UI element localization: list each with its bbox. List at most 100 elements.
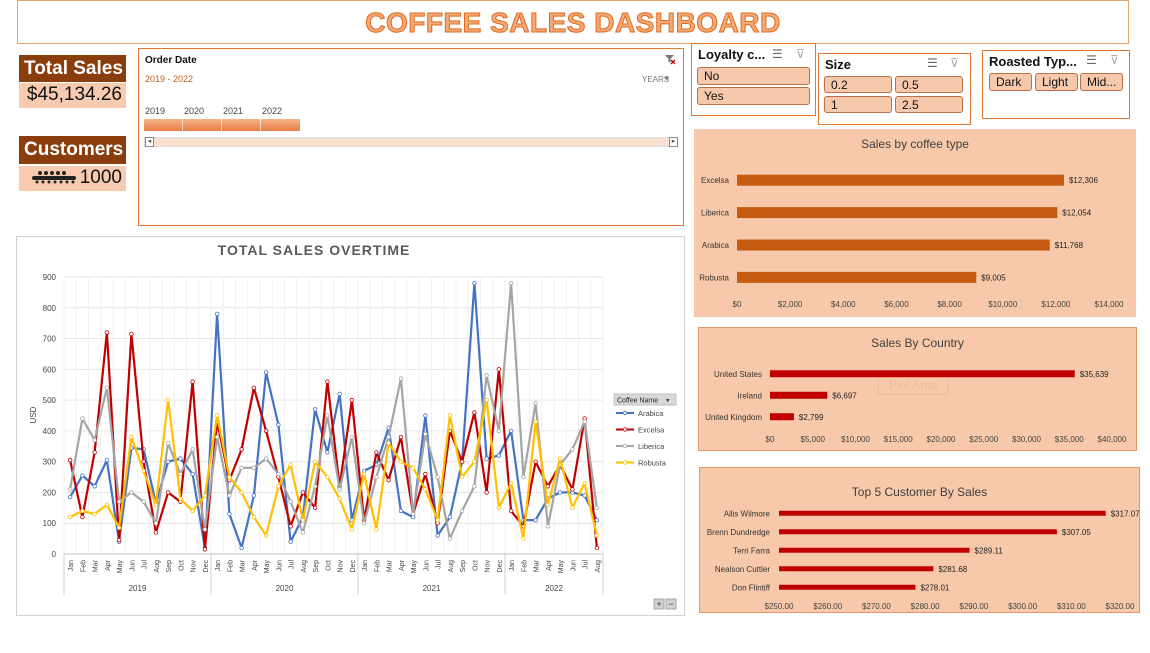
data-point-liberica	[312, 484, 318, 489]
legend-filter-button	[613, 393, 677, 406]
data-point-arabica	[276, 422, 281, 427]
series-line-liberica	[69, 282, 598, 540]
x-tick-label: Apr	[546, 559, 553, 571]
data-point-excelsa	[104, 330, 110, 335]
x-tick-label: $12,000	[1041, 300, 1070, 309]
data-point-robusta	[312, 459, 318, 464]
x-tick-label: Nov	[485, 560, 492, 573]
data-point-liberica	[153, 521, 159, 526]
x-tick-label: Sep	[313, 560, 320, 573]
year-group-label: 2022	[545, 584, 563, 593]
x-tick-label: $2,000	[778, 300, 803, 309]
data-point-robusta	[165, 397, 171, 403]
clear-filter-icon[interactable]	[664, 53, 676, 65]
multi-select-icon[interactable]: ☰	[772, 47, 783, 61]
value-label: $289.11	[975, 546, 1004, 555]
data-point-arabica	[582, 493, 587, 498]
data-point-robusta	[386, 440, 391, 446]
x-tick-label: $25,000	[969, 435, 998, 444]
year-group-label: 2020	[276, 584, 294, 593]
roast-option-dark[interactable]: Dark	[989, 73, 1032, 91]
dashboard-title-box: COFFEE SALES DASHBOARD	[17, 0, 1129, 44]
x-tick-label: Jun	[570, 560, 577, 571]
data-point-liberica	[496, 428, 502, 434]
timeline-scrollbar[interactable]: ◂ ▸	[144, 137, 678, 147]
order-date-timeline[interactable]: Order Date 2019 - 2022 YEARS ▾ 2019 2020…	[138, 48, 684, 226]
x-tick-label: $6,000	[884, 300, 909, 309]
x-tick-label: Apr	[252, 559, 259, 571]
total-sales-value: $45,134.26	[19, 83, 126, 108]
x-tick-label: Aug	[154, 560, 161, 573]
data-point-robusta	[300, 517, 306, 523]
data-point-robusta	[263, 533, 269, 538]
data-point-arabica	[165, 459, 171, 464]
data-point-excelsa	[239, 447, 244, 452]
size-slicer: Size ☰ ⊽ 0.2 0.5 1 2.5	[818, 53, 971, 125]
sales-by-coffee-type-chart[interactable]: Sales by coffee type Excelsa $12,306 Liberi…	[694, 129, 1136, 317]
data-point-arabica	[496, 453, 502, 458]
data-point-arabica	[239, 545, 244, 551]
legend-label-excelsa: Excelsa	[638, 426, 665, 435]
bar	[770, 370, 1075, 378]
multi-select-icon[interactable]: ☰	[927, 56, 938, 70]
size-option-1[interactable]: 1	[824, 96, 892, 113]
expand-button[interactable]	[653, 598, 665, 610]
bar	[779, 566, 934, 572]
data-point-excelsa	[545, 484, 551, 489]
data-point-liberica	[435, 474, 440, 480]
total-sales-overtime-chart[interactable]: TOTAL SALES OVERTIME USD 0 100 200 300 400 500 6…	[16, 236, 685, 616]
data-point-excelsa	[472, 410, 477, 415]
loyalty-option-yes[interactable]: Yes	[697, 87, 810, 105]
data-point-liberica	[276, 471, 281, 477]
size-option-2-5[interactable]: 2.5	[895, 96, 963, 113]
category-label: Terri Farra	[733, 546, 770, 555]
sales-by-country-chart[interactable]: Sales By Country Plot Area United States $3…	[698, 327, 1137, 451]
clear-filter-icon[interactable]: ⊽	[1110, 53, 1119, 67]
data-point-liberica	[374, 474, 379, 480]
data-point-robusta	[92, 511, 97, 517]
bar	[737, 174, 1064, 186]
data-point-excelsa	[190, 379, 195, 384]
collapse-button[interactable]	[665, 598, 677, 610]
data-point-arabica	[214, 311, 220, 317]
data-point-arabica	[533, 517, 538, 523]
y-tick-label: 500	[43, 396, 57, 405]
chevron-down-icon: ▾	[666, 398, 670, 405]
size-option-0-2[interactable]: 0.2	[824, 76, 892, 93]
data-point-robusta	[508, 481, 514, 486]
scroll-left-icon[interactable]: ◂	[145, 137, 154, 147]
data-point-liberica	[165, 440, 171, 446]
x-tick-label: Dec	[497, 560, 504, 573]
data-point-robusta	[472, 459, 477, 464]
roast-option-medium[interactable]: Mid...	[1080, 73, 1123, 91]
data-point-robusta	[202, 493, 208, 498]
roast-option-light[interactable]: Light	[1035, 73, 1078, 91]
x-tick-label: $20,000	[927, 435, 956, 444]
chevron-down-icon[interactable]: ▾	[665, 74, 670, 83]
x-tick-label: Apr	[105, 559, 112, 571]
loyalty-slicer-title: Loyalty c...	[698, 47, 766, 62]
data-point-robusta	[104, 502, 110, 507]
legend-marker	[622, 427, 628, 432]
scroll-right-icon[interactable]: ▸	[669, 137, 678, 147]
timeline-title: Order Date	[145, 55, 197, 66]
size-option-0-5[interactable]: 0.5	[895, 76, 963, 93]
clear-filter-icon[interactable]: ⊽	[950, 56, 959, 70]
timeline-unit[interactable]: YEARS	[642, 75, 670, 84]
timeline-selection-bar[interactable]	[144, 119, 300, 131]
top-customers-chart[interactable]: Top 5 Customer By Sales Allis Wilmore $317…	[699, 467, 1140, 613]
y-tick-label: 600	[43, 365, 57, 374]
clear-filter-icon[interactable]: ⊽	[796, 47, 805, 61]
value-label: $281.68	[938, 565, 967, 574]
data-point-robusta	[496, 505, 502, 511]
loyalty-option-no[interactable]: No	[697, 67, 810, 85]
data-point-robusta	[129, 434, 134, 440]
category-label: Brenn Dundredge	[707, 528, 771, 537]
data-point-arabica	[484, 456, 489, 461]
data-point-excelsa	[165, 490, 171, 495]
multi-select-icon[interactable]: ☰	[1086, 53, 1097, 67]
data-point-liberica	[447, 536, 453, 541]
y-tick-label: 800	[43, 304, 57, 313]
data-point-excelsa	[153, 530, 159, 535]
x-tick-label: $14,000	[1095, 300, 1124, 309]
